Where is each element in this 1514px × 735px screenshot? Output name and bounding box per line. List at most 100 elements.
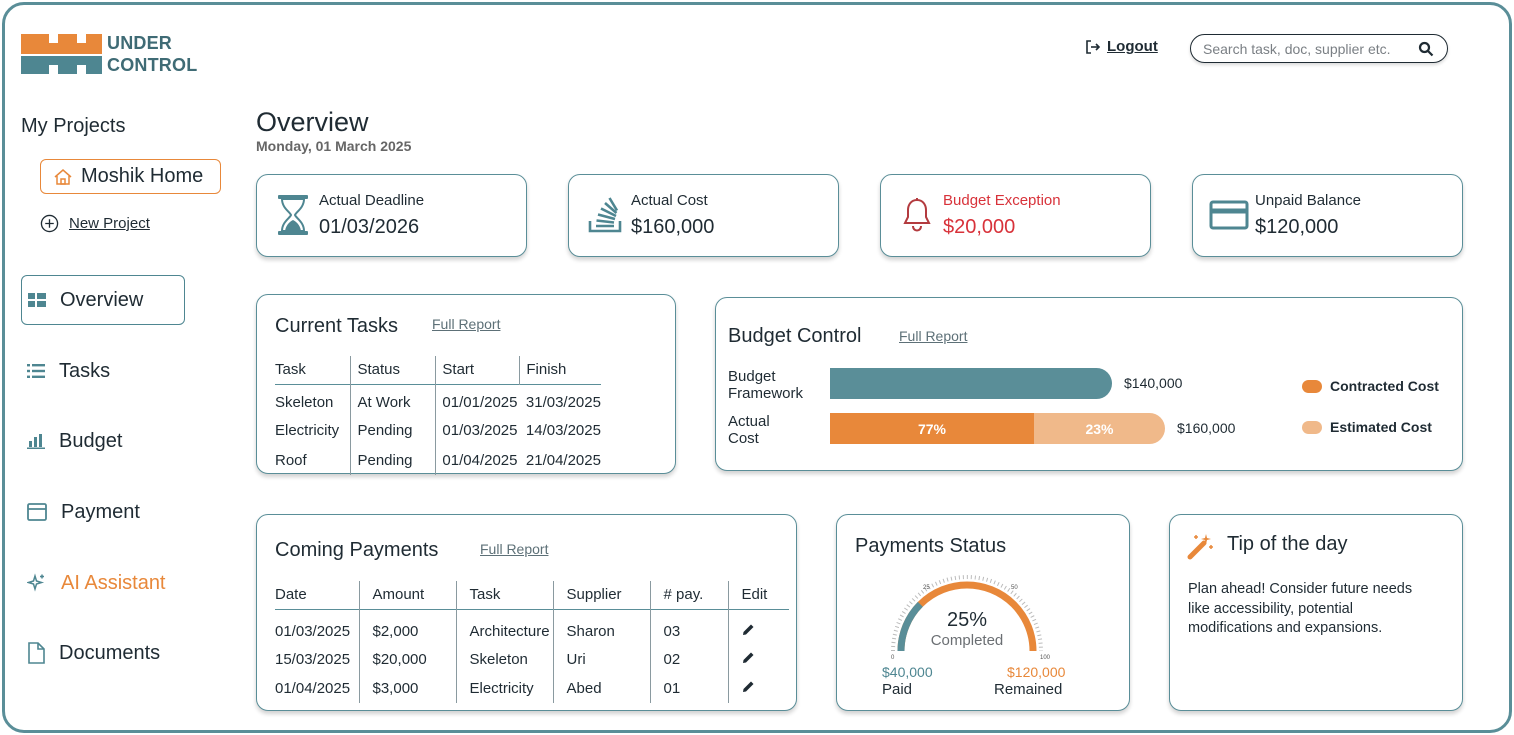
amount-cell: $20,000 bbox=[358, 645, 456, 674]
current-tasks-card: Current Tasks Full Report Task Status St… bbox=[256, 294, 676, 475]
legend-label: Estimated Cost bbox=[1330, 419, 1432, 435]
supplier-cell: Abed bbox=[552, 674, 650, 703]
col-header-finish: Finish bbox=[519, 356, 601, 384]
project-moshik-home[interactable]: Moshik Home bbox=[40, 159, 221, 194]
plus-circle-icon bbox=[40, 214, 59, 233]
kpi-label: Unpaid Balance bbox=[1255, 192, 1361, 209]
payment-gauge: 0 25 50 100 bbox=[891, 575, 1051, 659]
col-header-task: Task bbox=[275, 361, 306, 379]
hourglass-icon bbox=[273, 193, 313, 237]
budget-framework-bar bbox=[830, 368, 1112, 399]
payment-number-cell: 03 bbox=[649, 609, 728, 645]
nav-label-documents: Documents bbox=[59, 641, 161, 664]
kpi-label: Actual Cost bbox=[631, 192, 708, 209]
gauge-tick-label: 50 bbox=[1011, 585, 1018, 591]
status-cell: Pending bbox=[350, 415, 436, 445]
legend-label: Contracted Cost bbox=[1330, 378, 1439, 394]
table-row[interactable]: 01/03/2025 $2,000 Architecture Sharon 03 bbox=[275, 609, 789, 645]
current-tasks-title: Current Tasks bbox=[275, 315, 399, 337]
list-icon bbox=[27, 364, 45, 378]
table-header-row: Task Status Start Finish bbox=[275, 356, 601, 384]
nav-ai-assistant[interactable]: AI Assistant bbox=[21, 558, 185, 608]
nav-label-overview: Overview bbox=[60, 288, 144, 311]
kpi-value: 01/03/2026 bbox=[319, 216, 420, 238]
coming-payments-table: Date Amount Task Supplier # pay. Edit 01… bbox=[275, 581, 789, 703]
gauge-percent: 25% bbox=[946, 609, 988, 631]
coming-payments-title: Coming Payments bbox=[275, 539, 439, 561]
start-cell: 01/03/2025 bbox=[435, 415, 520, 445]
nav-label-payment: Payment bbox=[61, 500, 140, 523]
col-header-amount: Amount bbox=[358, 581, 456, 609]
nav-budget[interactable]: Budget bbox=[21, 416, 185, 466]
legend-estimated: Estimated Cost bbox=[1302, 419, 1432, 435]
stack-icon bbox=[585, 193, 625, 237]
task-cell: Architecture bbox=[455, 609, 553, 645]
project-name: Moshik Home bbox=[81, 165, 204, 187]
table-row[interactable]: Electricity Pending 01/03/2025 14/03/202… bbox=[275, 415, 601, 445]
bar-chart-icon bbox=[27, 434, 45, 449]
estimated-cost-bar: 23% bbox=[1034, 413, 1165, 444]
table-row[interactable]: Roof Pending 01/04/2025 21/04/2025 bbox=[275, 445, 601, 475]
date-cell: 01/04/2025 bbox=[275, 680, 351, 697]
contracted-cost-bar: 77% bbox=[830, 413, 1034, 444]
pencil-icon[interactable] bbox=[742, 623, 755, 636]
tip-text: Plan ahead! Consider future needs like a… bbox=[1188, 581, 1413, 636]
kpi-label: Actual Deadline bbox=[319, 192, 425, 209]
table-row[interactable]: 01/04/2025 $3,000 Electricity Abed 01 bbox=[275, 674, 789, 703]
col-header-task: Task bbox=[455, 581, 553, 609]
paid-label: Paid bbox=[882, 681, 913, 698]
budget-control-card: Budget Control Full Report Budget Framew… bbox=[715, 297, 1463, 471]
credit-card-icon bbox=[1209, 193, 1249, 237]
nav-overview[interactable]: Overview bbox=[21, 275, 185, 325]
supplier-cell: Sharon bbox=[552, 609, 650, 645]
budget-framework-label: Budget Framework bbox=[728, 368, 804, 402]
date-cell: 15/03/2025 bbox=[275, 651, 351, 668]
search-box[interactable] bbox=[1190, 34, 1448, 63]
gauge-tick-label: 25 bbox=[923, 585, 930, 591]
status-cell: At Work bbox=[350, 384, 436, 415]
edit-cell bbox=[727, 645, 789, 674]
logout-link[interactable]: Logout bbox=[1085, 38, 1158, 55]
kpi-card-deadline: Actual Deadline 01/03/2026 bbox=[256, 174, 527, 257]
start-cell: 01/04/2025 bbox=[435, 445, 520, 475]
coming-payments-full-report-link[interactable]: Full Report bbox=[480, 541, 549, 557]
nav-documents[interactable]: Documents bbox=[21, 628, 185, 678]
nav-tasks[interactable]: Tasks bbox=[21, 346, 185, 396]
table-header-row: Date Amount Task Supplier # pay. Edit bbox=[275, 581, 789, 609]
new-project-link[interactable]: New Project bbox=[40, 214, 150, 233]
finish-cell: 14/03/2025 bbox=[525, 421, 601, 439]
current-tasks-full-report-link[interactable]: Full Report bbox=[432, 316, 501, 332]
nav-label-budget: Budget bbox=[59, 429, 123, 452]
finish-cell: 31/03/2025 bbox=[525, 394, 601, 412]
kpi-label: Budget Exception bbox=[943, 192, 1061, 209]
pencil-icon[interactable] bbox=[742, 651, 755, 664]
gauge-tick-label: 100 bbox=[1040, 655, 1051, 659]
col-header-status: Status bbox=[350, 356, 436, 384]
search-input[interactable] bbox=[1203, 40, 1418, 57]
budget-control-full-report-link[interactable]: Full Report bbox=[899, 328, 968, 344]
grid-icon bbox=[28, 293, 46, 307]
actual-cost-value: $160,000 bbox=[1177, 420, 1236, 436]
nav-payment[interactable]: Payment bbox=[21, 487, 185, 537]
legend-contracted: Contracted Cost bbox=[1302, 378, 1439, 394]
task-cell: Electricity bbox=[275, 421, 340, 439]
my-projects-heading: My Projects bbox=[21, 115, 126, 137]
pencil-icon[interactable] bbox=[742, 680, 755, 693]
estimated-pct-label: 23% bbox=[1085, 420, 1114, 437]
col-header-start: Start bbox=[435, 356, 520, 384]
table-row[interactable]: Skeleton At Work 01/01/2025 31/03/2025 bbox=[275, 384, 601, 415]
card-icon bbox=[27, 503, 47, 521]
new-project-label: New Project bbox=[69, 215, 150, 232]
brand-name: UNDER CONTROL bbox=[107, 33, 198, 75]
coming-payments-card: Coming Payments Full Report Date Amount … bbox=[256, 514, 797, 711]
search-icon[interactable] bbox=[1418, 41, 1434, 57]
payments-status-card: Payments Status 0 25 50 100 25% Complete… bbox=[836, 514, 1130, 711]
table-row[interactable]: 15/03/2025 $20,000 Skeleton Uri 02 bbox=[275, 645, 789, 674]
tip-card: Tip of the day Plan ahead! Consider futu… bbox=[1169, 514, 1463, 711]
col-header-payment-number: # pay. bbox=[649, 581, 728, 609]
paid-value: $40,000 bbox=[882, 664, 933, 680]
kpi-value: $160,000 bbox=[631, 216, 715, 238]
edit-cell bbox=[727, 609, 789, 645]
task-cell: Skeleton bbox=[275, 394, 334, 412]
amount-cell: $2,000 bbox=[358, 609, 456, 645]
